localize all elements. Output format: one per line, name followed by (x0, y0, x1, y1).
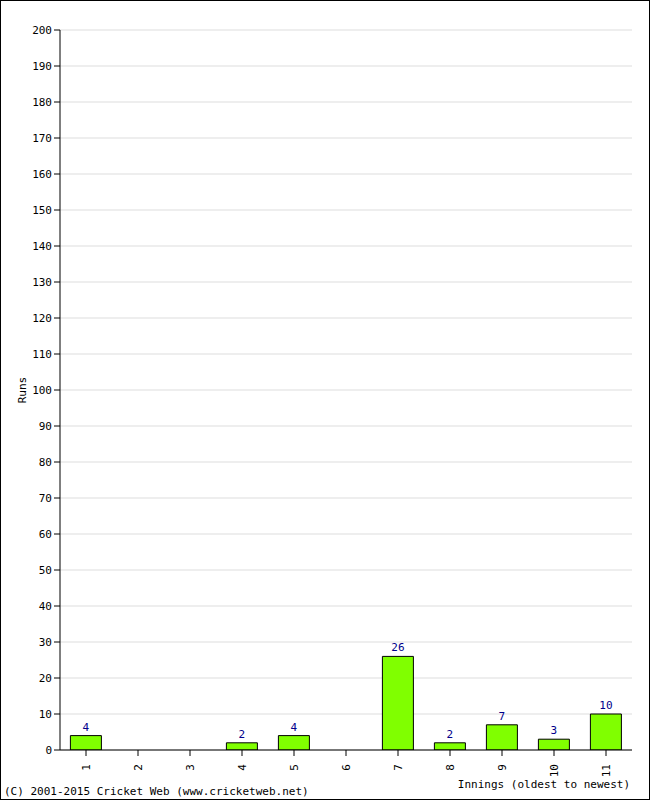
svg-text:2: 2 (239, 728, 246, 741)
svg-text:3: 3 (551, 724, 558, 737)
svg-text:5: 5 (288, 764, 301, 771)
svg-text:10: 10 (548, 764, 561, 777)
svg-text:80: 80 (39, 456, 52, 469)
svg-text:1: 1 (80, 764, 93, 771)
svg-text:130: 130 (32, 276, 52, 289)
svg-text:10: 10 (39, 708, 52, 721)
svg-text:10: 10 (599, 699, 612, 712)
svg-text:170: 170 (32, 132, 52, 145)
svg-text:26: 26 (391, 641, 404, 654)
svg-text:0: 0 (45, 744, 52, 757)
svg-text:20: 20 (39, 672, 52, 685)
svg-text:30: 30 (39, 636, 52, 649)
svg-text:110: 110 (32, 348, 52, 361)
svg-text:7: 7 (499, 710, 506, 723)
svg-text:2: 2 (132, 764, 145, 771)
svg-text:140: 140 (32, 240, 52, 253)
svg-text:70: 70 (39, 492, 52, 505)
svg-text:11: 11 (600, 764, 613, 777)
svg-text:190: 190 (32, 60, 52, 73)
svg-text:160: 160 (32, 168, 52, 181)
svg-text:7: 7 (392, 764, 405, 771)
svg-text:8: 8 (444, 764, 457, 771)
svg-text:60: 60 (39, 528, 52, 541)
svg-text:9: 9 (496, 764, 509, 771)
svg-text:40: 40 (39, 600, 52, 613)
svg-text:100: 100 (32, 384, 52, 397)
svg-text:90: 90 (39, 420, 52, 433)
svg-text:2: 2 (447, 728, 454, 741)
svg-text:180: 180 (32, 96, 52, 109)
svg-text:4: 4 (83, 721, 90, 734)
svg-text:6: 6 (340, 764, 353, 771)
svg-text:3: 3 (184, 764, 197, 771)
svg-text:4: 4 (236, 764, 249, 771)
svg-text:50: 50 (39, 564, 52, 577)
svg-text:120: 120 (32, 312, 52, 325)
svg-text:Runs: Runs (16, 377, 29, 404)
svg-text:Innings (oldest to newest): Innings (oldest to newest) (458, 778, 630, 791)
html-text:(C) 2001-2015 Cricket Web (www: (C) 2001-2015 Cricket Web (www.cricketwe… (4, 785, 309, 798)
svg-text:4: 4 (291, 721, 298, 734)
svg-text:200: 200 (32, 24, 52, 37)
svg-text:150: 150 (32, 204, 52, 217)
